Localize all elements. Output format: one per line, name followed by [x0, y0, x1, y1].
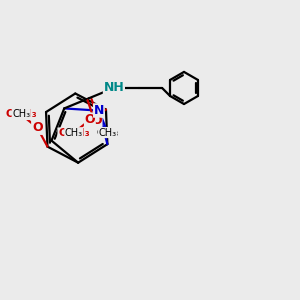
Text: O: O	[85, 113, 95, 126]
Text: O: O	[91, 114, 102, 127]
Text: O: O	[91, 114, 102, 127]
Text: O: O	[85, 113, 95, 126]
Text: CH₃: CH₃	[96, 128, 119, 137]
Text: OCH₃: OCH₃	[58, 128, 90, 138]
Text: OCH₃: OCH₃	[5, 110, 37, 119]
Text: NH: NH	[103, 82, 124, 94]
Text: O: O	[32, 121, 43, 134]
Text: CH₃: CH₃	[12, 110, 30, 119]
Text: NH: NH	[103, 82, 124, 94]
Text: O: O	[32, 121, 43, 134]
Text: N: N	[94, 104, 104, 117]
Text: N: N	[94, 104, 104, 117]
Text: CH₃: CH₃	[98, 128, 117, 137]
Text: CH₃: CH₃	[65, 128, 83, 138]
